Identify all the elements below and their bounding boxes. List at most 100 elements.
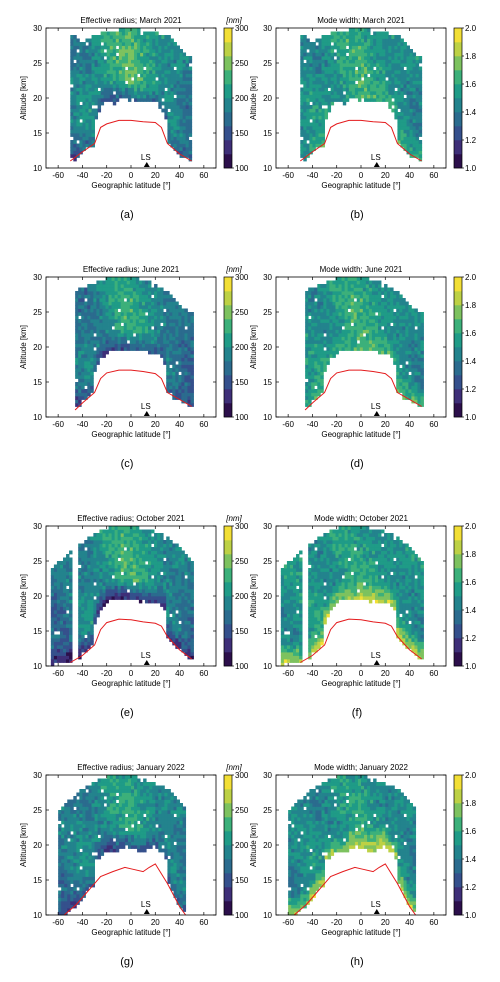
- heatmap-cell: [105, 308, 109, 313]
- heatmap-cell: [132, 343, 137, 348]
- heatmap-cell: [387, 298, 391, 302]
- heatmap-cell: [167, 45, 171, 50]
- heatmap-cell: [311, 361, 315, 365]
- heatmap-cell: [129, 575, 134, 579]
- heatmap-cell: [163, 561, 167, 565]
- heatmap-cell: [73, 129, 77, 134]
- heatmap-cell: [348, 94, 353, 99]
- heatmap-cell: [402, 340, 406, 344]
- heatmap-cell: [315, 38, 319, 43]
- heatmap-cell: [143, 80, 147, 85]
- heatmap-cell: [123, 592, 128, 597]
- heatmap-cell: [144, 319, 149, 323]
- heatmap-cell: [178, 392, 182, 397]
- heatmap-cell: [108, 298, 112, 302]
- heatmap-cell: [187, 361, 191, 365]
- heatmap-cell: [329, 329, 333, 334]
- heatmap-cell: [78, 585, 82, 590]
- heatmap-cell: [326, 350, 330, 355]
- heatmap-cell: [329, 350, 333, 355]
- heatmap-cell: [417, 312, 421, 316]
- heatmap-cell: [306, 115, 310, 120]
- heatmap-cell: [308, 389, 312, 393]
- heatmap-cell: [115, 49, 120, 53]
- heatmap-cell: [135, 564, 140, 569]
- heatmap-cell: [396, 329, 400, 334]
- heatmap-cell: [131, 91, 135, 95]
- heatmap-cell: [112, 87, 117, 92]
- heatmap-cell: [332, 312, 336, 316]
- heatmap-cell: [114, 294, 119, 299]
- heatmap-cell: [179, 115, 184, 120]
- heatmap-cell: [81, 315, 85, 320]
- heatmap-cell: [134, 73, 138, 78]
- heatmap-cell: [409, 73, 414, 78]
- ls-marker: [373, 411, 380, 416]
- heatmap-cell: [308, 354, 312, 358]
- heatmap-cell: [342, 49, 347, 53]
- heatmap-cell: [367, 77, 371, 81]
- heatmap-cell: [414, 361, 418, 365]
- heatmap-cell: [114, 312, 119, 316]
- heatmap-cell: [138, 543, 143, 548]
- heatmap-cell: [160, 568, 164, 572]
- heatmap-cell: [368, 329, 373, 334]
- heatmap-cell: [308, 291, 312, 295]
- heatmap-cell: [170, 119, 174, 123]
- heatmap-cell: [120, 280, 125, 285]
- heatmap-cell: [181, 389, 185, 393]
- heatmap-cell: [96, 568, 100, 572]
- heatmap-cell: [169, 347, 173, 351]
- heatmap-cell: [70, 38, 74, 43]
- heatmap-cell: [309, 140, 313, 144]
- heatmap-cell: [300, 140, 304, 144]
- heatmap-cell: [164, 77, 168, 81]
- heatmap-cell: [348, 77, 353, 81]
- heatmap-cell: [414, 364, 418, 369]
- heatmap-cell: [345, 77, 350, 81]
- heatmap-cell: [82, 112, 86, 116]
- heatmap-cell: [305, 361, 309, 365]
- heatmap-cell: [397, 42, 401, 46]
- heatmap-cell: [120, 564, 125, 569]
- heatmap-cell: [182, 154, 187, 158]
- heatmap-cell: [124, 84, 129, 88]
- heatmap-cell: [384, 336, 388, 341]
- heatmap-cell: [158, 52, 162, 57]
- heatmap-cell: [354, 77, 359, 81]
- heatmap-cell: [135, 589, 140, 593]
- heatmap-cell: [317, 389, 321, 393]
- heatmap-cell: [164, 49, 168, 53]
- heatmap-cell: [370, 63, 374, 67]
- heatmap-cell: [79, 98, 83, 102]
- heatmap-cell: [306, 122, 310, 127]
- heatmap-cell: [97, 59, 102, 64]
- heatmap-cell: [154, 568, 158, 572]
- heatmap-cell: [151, 343, 155, 348]
- heatmap-cell: [185, 70, 190, 74]
- heatmap-cell: [414, 375, 418, 379]
- heatmap-cell: [114, 547, 119, 551]
- heatmap-cell: [99, 284, 103, 288]
- heatmap-cell: [399, 319, 403, 323]
- heatmap-cell: [311, 343, 315, 348]
- heatmap-cell: [173, 80, 177, 85]
- heatmap-cell: [317, 354, 321, 358]
- heatmap-cell: [50, 662, 55, 667]
- heatmap-cell: [100, 63, 105, 67]
- heatmap-cell: [59, 638, 64, 642]
- heatmap-cell: [103, 45, 108, 50]
- heatmap-cell: [172, 357, 176, 362]
- heatmap-cell: [117, 312, 122, 316]
- heatmap-cell: [66, 589, 70, 593]
- colorbar-step: [224, 84, 232, 99]
- heatmap-cell: [370, 87, 374, 92]
- heatmap-cell: [164, 35, 168, 39]
- heatmap-cell: [348, 91, 353, 95]
- heatmap-cell: [127, 56, 132, 60]
- heatmap-cell: [132, 568, 137, 572]
- heatmap-cell: [188, 105, 193, 109]
- heatmap-cell: [420, 371, 424, 376]
- heatmap-cell: [105, 589, 109, 593]
- heatmap-cell: [154, 322, 158, 327]
